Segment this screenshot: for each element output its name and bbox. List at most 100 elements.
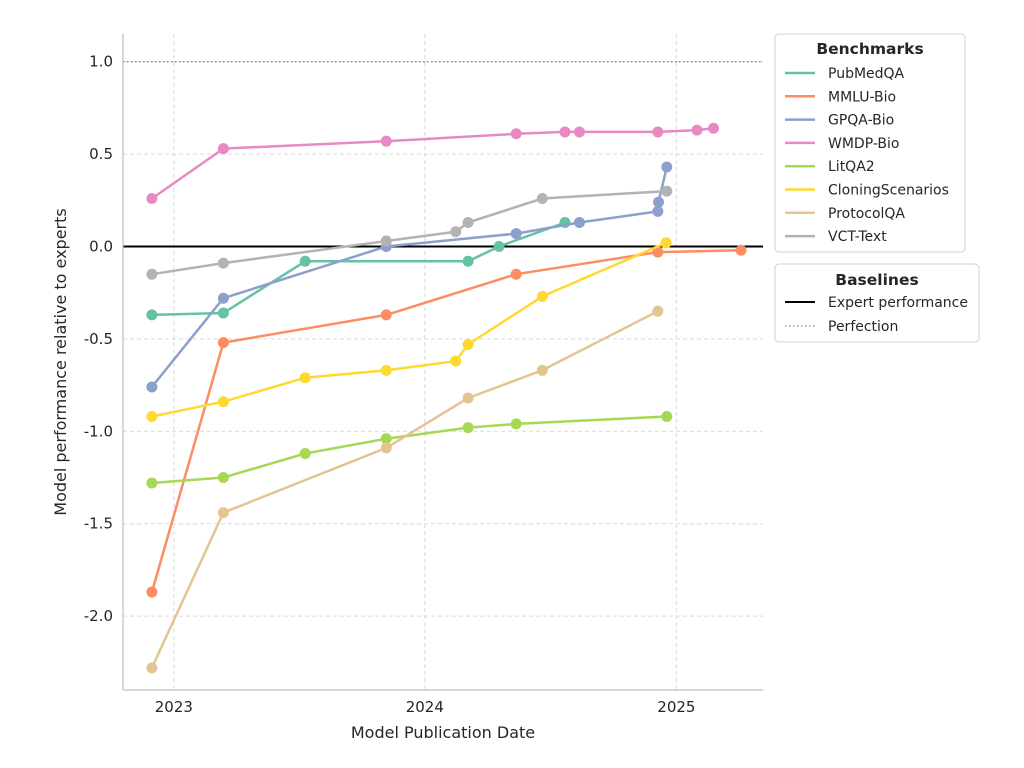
data-point (217, 507, 229, 519)
data-point (380, 235, 392, 247)
data-point (652, 305, 664, 317)
data-point (493, 241, 505, 253)
data-point (691, 124, 703, 136)
series-mmlu-bio (146, 244, 747, 598)
data-point (146, 662, 158, 674)
x-tick-label: 2023 (155, 698, 193, 716)
data-point (146, 586, 158, 598)
legend-box (774, 263, 980, 343)
legend-label: ProtocolQA (828, 206, 905, 222)
y-tick-label: 1.0 (89, 53, 113, 71)
series-litqa2 (146, 411, 673, 489)
data-point (653, 196, 665, 208)
data-point (652, 126, 664, 138)
series-group (146, 122, 747, 674)
data-point (217, 396, 229, 408)
legend-label: Expert performance (828, 295, 968, 311)
legend-label: LitQA2 (828, 159, 875, 175)
legend-label: Perfection (828, 319, 898, 335)
data-point (450, 226, 462, 238)
data-point (735, 244, 747, 256)
data-point (510, 268, 522, 280)
y-axis-label: Model performance relative to experts (51, 208, 70, 515)
y-tick-label: 0.0 (89, 238, 113, 256)
legend-benchmarks: Benchmarks PubMedQA MMLU-Bio GPQA-Bio WMDP-B… (774, 33, 966, 253)
series-line (150, 126, 715, 200)
data-point (146, 309, 158, 321)
series-line (150, 248, 743, 594)
series-line (150, 309, 660, 670)
data-point (573, 216, 585, 228)
data-point (217, 471, 229, 483)
data-point (573, 126, 585, 138)
legend-label: GPQA-Bio (828, 113, 894, 129)
data-point (217, 337, 229, 349)
legend-label: CloningScenarios (828, 183, 949, 199)
data-point (146, 192, 158, 204)
series-line (150, 221, 567, 317)
data-point (536, 290, 548, 302)
data-point (536, 364, 548, 376)
data-point (380, 442, 392, 454)
data-point (299, 447, 311, 459)
series-wmdp-bio (146, 122, 720, 204)
series-vct-text (146, 185, 673, 280)
data-point (462, 255, 474, 267)
series-protocolqa (146, 305, 664, 674)
legend-title: Baselines (835, 271, 918, 289)
series-cloningscenarios (146, 237, 672, 423)
legend-label: MMLU-Bio (828, 89, 896, 105)
data-point (217, 307, 229, 319)
legend-box (774, 33, 966, 253)
legend-label: PubMedQA (828, 66, 905, 82)
legend-label: VCT-Text (828, 229, 887, 245)
data-point (217, 257, 229, 269)
legend-baselines: Baselines Expert performance Perfection (774, 263, 980, 343)
axes (122, 34, 763, 691)
data-point (380, 364, 392, 376)
x-tick-label: 2025 (657, 698, 695, 716)
y-tick-label: -2.0 (84, 607, 113, 625)
data-point (299, 372, 311, 384)
series-pubmedqa (146, 216, 571, 321)
y-tick-label: -1.0 (84, 422, 113, 440)
y-tick-label: 0.5 (89, 145, 113, 163)
data-point (652, 205, 664, 217)
data-point (450, 355, 462, 367)
baselines (123, 61, 763, 248)
tick-labels: 1.0 0.5 0.0 -0.5 -1.0 -1.5 -2.0 2023 2024 2025 (84, 53, 696, 716)
data-point (380, 433, 392, 445)
series-line (150, 415, 669, 485)
data-point (146, 381, 158, 393)
y-tick-label: -1.5 (84, 515, 113, 533)
data-point (661, 161, 673, 173)
data-point (146, 411, 158, 423)
data-point (380, 135, 392, 147)
x-tick-label: 2024 (406, 698, 444, 716)
x-axis-label: Model Publication Date (351, 723, 535, 742)
series-gpqa-bio (146, 161, 673, 393)
data-point (652, 246, 664, 258)
data-point (660, 237, 672, 249)
data-point (536, 192, 548, 204)
grid-lines (123, 34, 763, 690)
series-line (150, 241, 668, 418)
data-point (299, 255, 311, 267)
data-point (462, 338, 474, 350)
legend-title: Benchmarks (816, 40, 923, 58)
data-point (380, 309, 392, 321)
data-point (217, 292, 229, 304)
data-point (510, 228, 522, 240)
legend-label: WMDP-Bio (828, 136, 899, 152)
data-point (661, 411, 673, 423)
data-point (462, 216, 474, 228)
data-point (146, 268, 158, 280)
data-point (510, 418, 522, 430)
data-point (661, 185, 673, 197)
data-point (559, 126, 571, 138)
data-point (462, 422, 474, 434)
data-point (510, 128, 522, 140)
data-point (708, 122, 720, 134)
y-tick-label: -0.5 (84, 330, 113, 348)
